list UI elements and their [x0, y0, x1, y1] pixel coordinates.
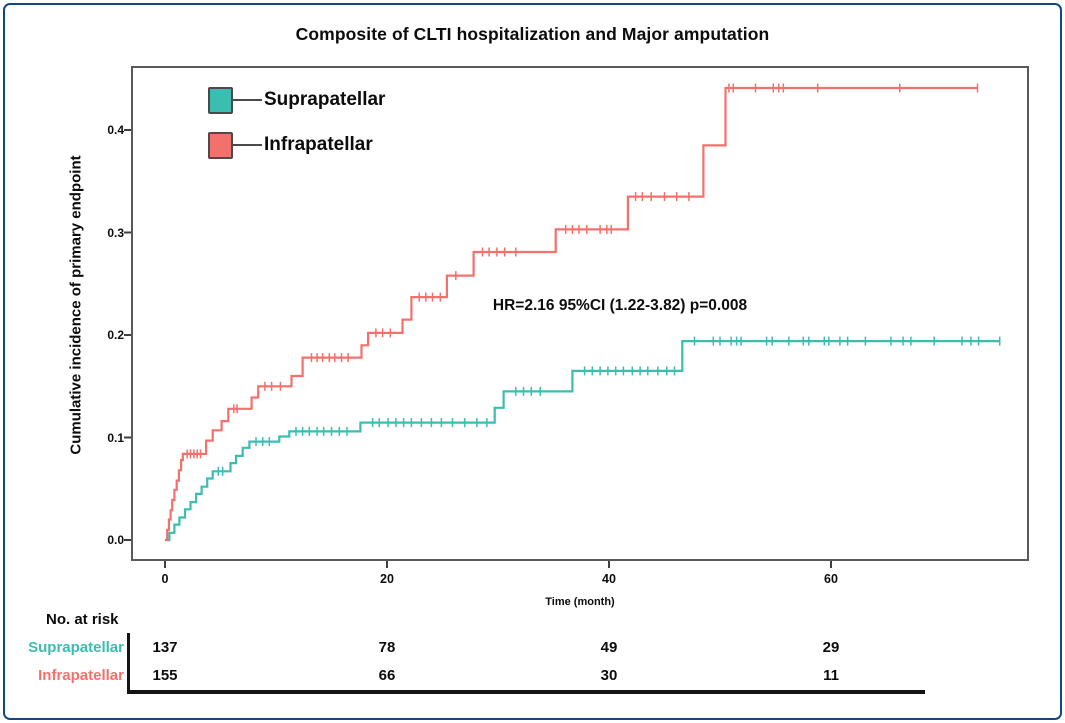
chart-title: Composite of CLTI hospitalization and Ma…	[295, 24, 770, 44]
hazard-ratio-annotation: HR=2.16 95%CI (1.22-3.82) p=0.008	[492, 297, 748, 314]
legend-item-infrapatellar: Infrapatellar	[208, 131, 385, 159]
legend-label-infrapatellar: Infrapatellar	[264, 134, 373, 155]
risk-row-label-infrapatellar: Infrapatellar	[38, 667, 124, 684]
risk-table-header: No. at risk	[46, 611, 119, 628]
suprapatellar-swatch-icon	[208, 86, 233, 114]
infrapatellar-curve	[165, 86, 978, 542]
risk-count-suprapatellar-t0: 137	[152, 639, 178, 656]
risk-table-vertical-rule	[127, 633, 130, 691]
plot-panel-border	[131, 66, 1029, 561]
y-tick-label: 0.2	[107, 328, 124, 342]
legend-connector-line	[233, 98, 262, 102]
risk-count-infrapatellar-t0: 155	[152, 667, 178, 684]
risk-count-infrapatellar-t20: 66	[378, 667, 396, 684]
x-tick-label: 40	[602, 572, 616, 586]
risk-count-infrapatellar-t40: 30	[600, 667, 618, 684]
legend-item-suprapatellar: Suprapatellar	[208, 86, 386, 114]
risk-table-horizontal-rule	[127, 690, 925, 694]
legend-label-suprapatellar: Suprapatellar	[264, 89, 386, 110]
legend: Suprapatellar Infrapatellar	[208, 86, 386, 177]
x-tick-label: 0	[161, 572, 169, 586]
x-tick-label: 60	[824, 572, 838, 586]
risk-count-suprapatellar-t40: 49	[600, 639, 618, 656]
suprapatellar-curve	[165, 340, 1000, 542]
risk-count-infrapatellar-t60: 11	[823, 667, 839, 684]
risk-row-label-suprapatellar: Suprapatellar	[28, 639, 124, 656]
y-tick-label: 0.3	[107, 225, 124, 240]
y-tick-label: 0.4	[107, 123, 124, 137]
risk-count-suprapatellar-t60: 29	[822, 639, 840, 656]
y-tick-label: 0.0	[107, 533, 124, 547]
y-tick-label: 0.1	[107, 430, 124, 445]
risk-count-suprapatellar-t20: 78	[378, 639, 396, 656]
infrapatellar-swatch-icon	[208, 131, 233, 159]
y-axis-title: Cumulative incidence of primary endpoint	[67, 155, 85, 455]
x-axis-title: Time (month)	[545, 596, 615, 608]
x-tick-label: 20	[380, 572, 394, 586]
legend-connector-line	[233, 143, 262, 147]
